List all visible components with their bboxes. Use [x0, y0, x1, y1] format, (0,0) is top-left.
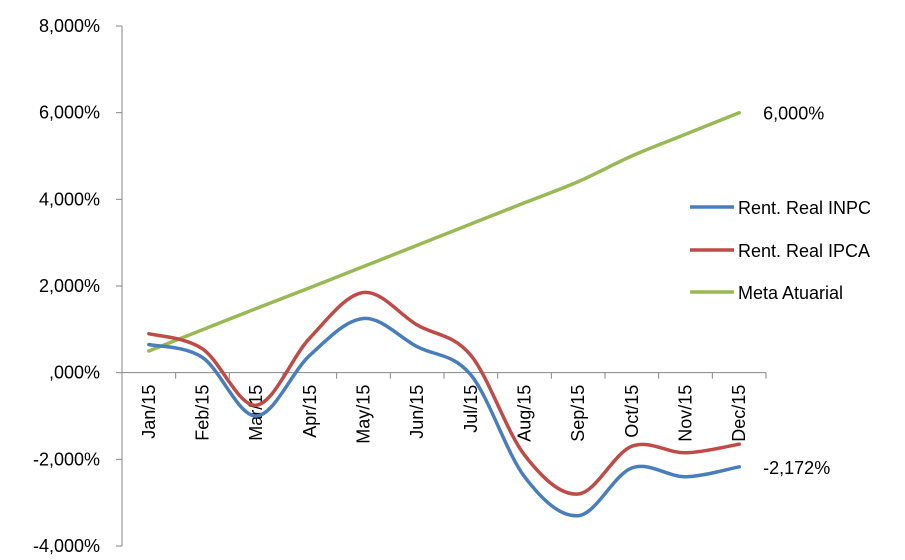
series-line-rent-real-ipca [147, 290, 741, 496]
data-label: 6,000% [763, 104, 824, 124]
x-tick-label: Aug/15 [515, 385, 535, 442]
x-tick-label: Jun/15 [407, 385, 427, 439]
y-tick-label: -4,000% [33, 536, 100, 556]
x-tick-label: Dec/15 [729, 385, 749, 442]
series-line-rent-real-inpc [147, 316, 741, 518]
x-tick-label: Feb/15 [193, 385, 213, 441]
y-tick-label: ,000% [49, 363, 100, 383]
x-tick-label: Apr/15 [300, 385, 320, 438]
x-tick-label: Jan/15 [139, 385, 159, 439]
x-tick-label: May/15 [354, 385, 374, 444]
data-label: -2,172% [763, 458, 830, 478]
legend-label: Meta Atuarial [738, 283, 843, 303]
y-tick-label: 4,000% [39, 189, 100, 209]
x-tick-label: Sep/15 [568, 385, 588, 442]
y-tick-label: -2,000% [33, 449, 100, 469]
series-line-meta-atuarial [147, 110, 741, 353]
y-tick-label: 2,000% [39, 276, 100, 296]
x-tick-label: Oct/15 [622, 385, 642, 438]
x-tick-label: Jul/15 [461, 385, 481, 433]
legend-label: Rent. Real INPC [738, 198, 871, 218]
y-tick-label: 6,000% [39, 103, 100, 123]
y-tick-label: 8,000% [39, 16, 100, 36]
legend-label: Rent. Real IPCA [738, 241, 870, 261]
x-tick-label: Nov/15 [676, 385, 696, 442]
x-tick-label: Mar/15 [246, 385, 266, 441]
